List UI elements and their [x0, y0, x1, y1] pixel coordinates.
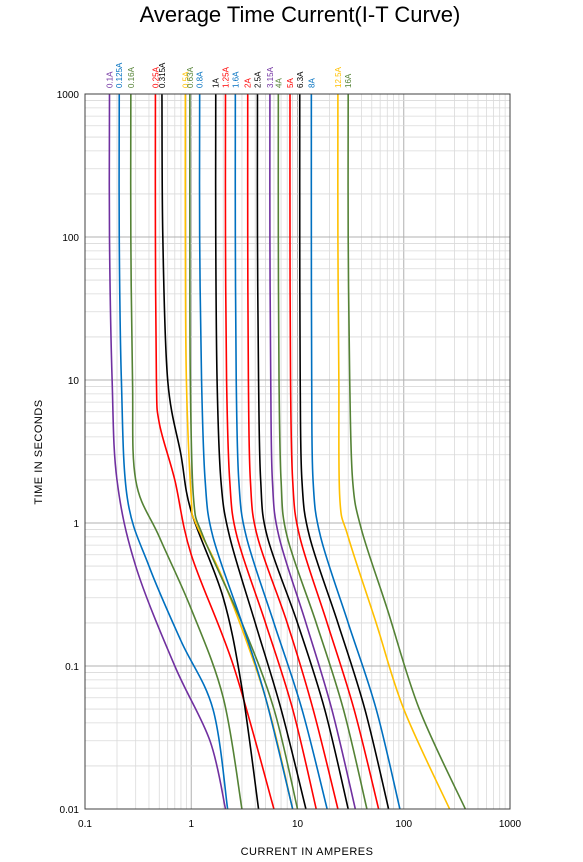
x-tick-label: 1 — [188, 819, 194, 830]
series-line-0.315A — [161, 93, 260, 810]
series-line-0.25A — [154, 93, 275, 810]
series-label: 0.5A — [181, 71, 190, 88]
series-label: 4A — [274, 78, 283, 88]
y-tick-label: 1000 — [57, 90, 80, 101]
series-line-4A — [277, 93, 368, 810]
series-label: 8A — [307, 78, 316, 88]
series-label: 0.16A — [127, 66, 136, 88]
series-label: 0.315A — [158, 62, 167, 88]
series-line-0.125A — [118, 93, 229, 810]
x-tick-label: 100 — [395, 819, 412, 830]
y-tick-label: 10 — [68, 376, 80, 387]
series-line-1.25A — [224, 93, 317, 810]
series-line-0.16A — [129, 93, 243, 810]
series-line-0.63A — [189, 93, 299, 810]
y-tick-label: 100 — [62, 233, 79, 244]
series-line-5A — [289, 93, 380, 810]
series-line-0.5A — [184, 93, 294, 810]
series-label: 1.6A — [231, 71, 240, 88]
series-label: 5A — [286, 78, 295, 88]
series-line-2.5A — [256, 93, 349, 810]
series-label: 16A — [344, 73, 353, 88]
x-tick-label: 1000 — [499, 819, 522, 830]
series-label: 0.125A — [115, 62, 124, 88]
series-label: 0.63A — [186, 66, 195, 88]
x-tick-label: 10 — [292, 819, 304, 830]
series-line-0.1A — [108, 93, 227, 810]
series-line-2A — [246, 93, 339, 810]
series-line-0.8A — [198, 93, 294, 810]
series-label: 0.25A — [151, 66, 160, 88]
series-label: 0.1A — [106, 71, 115, 88]
series-label: 6.3A — [296, 71, 305, 88]
series-line-16A — [347, 93, 467, 810]
series-label: 1A — [212, 78, 221, 88]
series-lines — [108, 93, 467, 810]
chart-title: Average Time Current(I-T Curve) — [140, 2, 461, 27]
series-label: 2.5A — [254, 71, 263, 88]
series-line-8A — [310, 93, 401, 810]
series-label: 1.25A — [222, 66, 231, 88]
y-tick-labels: 1000 100 10 1 0.1 0.01 — [57, 90, 80, 816]
series-label: 3.15A — [266, 66, 275, 88]
plot-frame — [84, 93, 511, 810]
y-tick-label: 1 — [73, 519, 79, 530]
series-label: 12.5A — [334, 66, 343, 88]
series-line-12.5A — [337, 93, 451, 810]
series-label: 0.8A — [196, 71, 205, 88]
x-axis-label: CURRENT IN AMPERES — [241, 846, 374, 858]
series-label: 2A — [244, 78, 253, 88]
series-line-3.15A — [269, 93, 357, 810]
series-line-1.6A — [234, 93, 328, 810]
y-tick-label: 0.1 — [65, 662, 79, 673]
y-axis-label: TIME IN SECONDS — [33, 399, 45, 504]
grid — [84, 94, 510, 810]
y-tick-label: 0.01 — [60, 805, 80, 816]
x-tick-labels: 0.1 1 10 100 1000 — [78, 819, 522, 830]
x-tick-label: 0.1 — [78, 819, 92, 830]
series-line-6.3A — [298, 93, 390, 810]
series-line-1A — [214, 93, 307, 810]
